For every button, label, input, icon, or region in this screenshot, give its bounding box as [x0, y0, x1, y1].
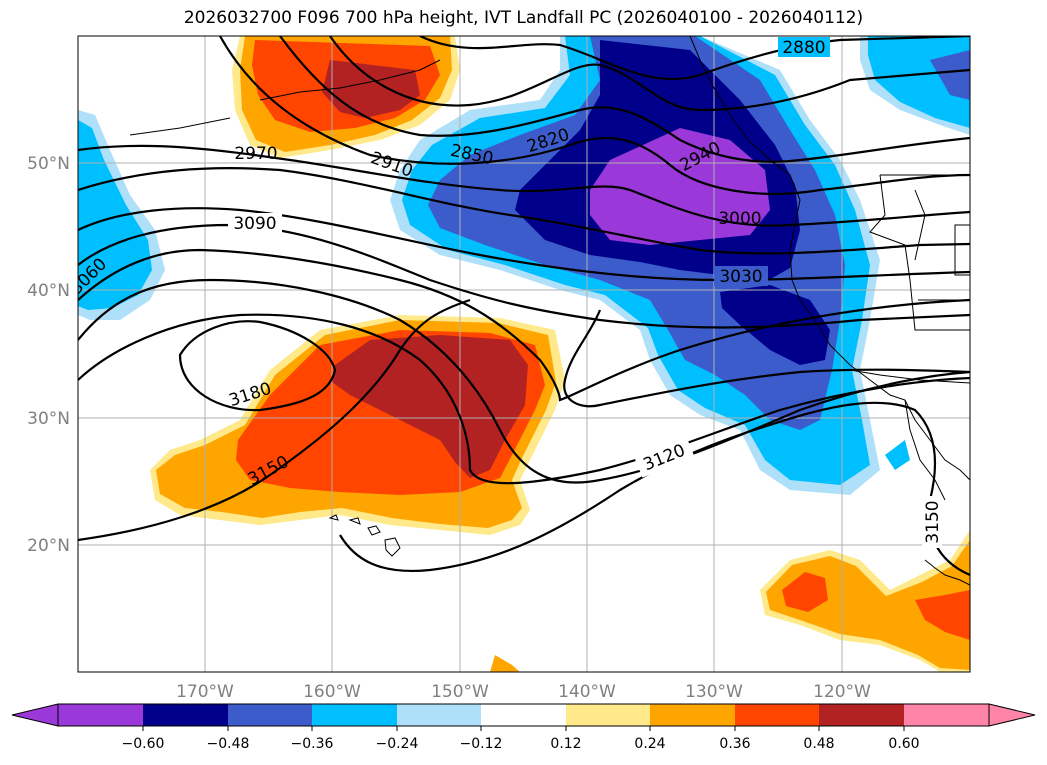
colorbar-min-extension — [11, 703, 59, 727]
colorbar-bin — [904, 704, 989, 726]
colorbar-frame — [57, 703, 990, 727]
positive-ivt-shading — [150, 36, 970, 672]
lon-label-170w: 170°W — [176, 682, 234, 702]
colorbar-bin — [58, 704, 143, 726]
contour-label: 2880 — [778, 37, 830, 58]
colorbar-tick-label: 0.36 — [719, 736, 750, 752]
lon-label-150w: 150°W — [431, 682, 489, 702]
colorbar: −0.60 −0.48 −0.36 −0.24 −0.12 0.12 0.24 … — [11, 703, 1036, 752]
contour-label: 3000 — [718, 209, 761, 229]
colorbar-tick-label: −0.12 — [460, 736, 503, 752]
lat-label-20n: 20°N — [27, 536, 70, 556]
contour-label: 3150 — [922, 496, 943, 548]
colorbar-tick-label: 0.60 — [888, 736, 919, 752]
contour-label-3030: 3030 — [719, 267, 762, 287]
colorbar-tick-marks — [142, 726, 905, 731]
contour-label: 3090 — [228, 213, 282, 234]
colorbar-tick-label: −0.48 — [207, 736, 250, 752]
colorbar-bin — [566, 704, 650, 726]
map-frame — [77, 35, 971, 673]
colorbar-bin — [228, 704, 312, 726]
contour-label-2880: 2880 — [782, 38, 825, 58]
map-panel: 2880 2820 2850 2910 2970 2940 3000 3030 … — [78, 36, 970, 672]
lat-label-40n: 40°N — [27, 281, 70, 301]
lon-label-160w: 160°W — [303, 682, 361, 702]
contour-label-2970: 2970 — [234, 144, 277, 164]
colorbar-bin — [735, 704, 819, 726]
colorbar-tick-label: −0.24 — [376, 736, 419, 752]
contour-label-3090: 3090 — [233, 214, 276, 234]
colorbar-bin — [312, 704, 397, 726]
colorbar-max-extension — [988, 703, 1036, 727]
contour-label: 3030 — [714, 266, 768, 287]
lon-label-140w: 140°W — [558, 682, 616, 702]
colorbar-tick-label: 0.24 — [634, 736, 665, 752]
colorbar-bin — [481, 704, 566, 726]
longitude-labels: 170°W 160°W 150°W 140°W 130°W 120°W — [176, 682, 871, 702]
colorbar-tick-label: 0.48 — [803, 736, 834, 752]
hawaii-islands — [328, 514, 401, 557]
colorbar-bin — [650, 704, 735, 726]
latitude-labels: 50°N 40°N 30°N 20°N — [27, 154, 70, 556]
colorbar-bin — [397, 704, 481, 726]
lat-label-50n: 50°N — [27, 154, 70, 174]
lat-label-30n: 30°N — [27, 409, 70, 429]
lon-label-120w: 120°W — [813, 682, 871, 702]
colorbar-tick-label: 0.12 — [550, 736, 581, 752]
colorbar-tick-label: −0.36 — [291, 736, 334, 752]
colorbar-bin — [143, 704, 228, 726]
contour-label-3150-east: 3150 — [923, 500, 943, 543]
height-contours — [78, 36, 970, 577]
colorbar-bin — [819, 704, 904, 726]
map-title: 2026032700 F096 700 hPa height, IVT Land… — [183, 8, 864, 28]
lon-label-130w: 130°W — [685, 682, 743, 702]
colorbar-tick-label: −0.60 — [122, 736, 165, 752]
contour-label-3000: 3000 — [718, 209, 761, 229]
contour-label: 2970 — [234, 144, 277, 164]
gridlines — [78, 36, 970, 672]
